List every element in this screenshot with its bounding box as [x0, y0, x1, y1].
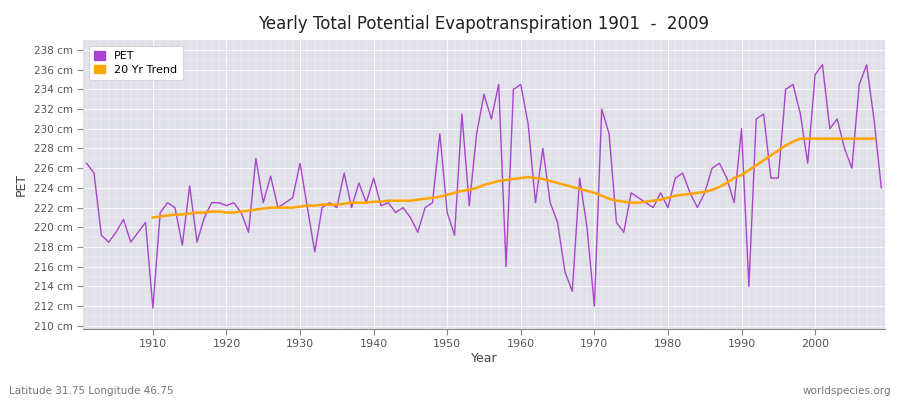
- Y-axis label: PET: PET: [15, 173, 28, 196]
- Title: Yearly Total Potential Evapotranspiration 1901  -  2009: Yearly Total Potential Evapotranspiratio…: [258, 15, 709, 33]
- Text: worldspecies.org: worldspecies.org: [803, 386, 891, 396]
- Text: Latitude 31.75 Longitude 46.75: Latitude 31.75 Longitude 46.75: [9, 386, 174, 396]
- X-axis label: Year: Year: [471, 352, 498, 365]
- Legend: PET, 20 Yr Trend: PET, 20 Yr Trend: [88, 46, 183, 80]
